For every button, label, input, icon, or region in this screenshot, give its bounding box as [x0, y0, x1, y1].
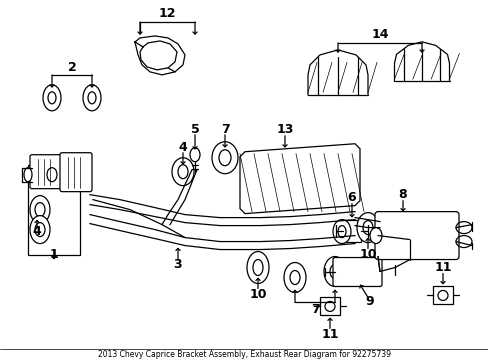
- Ellipse shape: [284, 262, 305, 292]
- Text: 4: 4: [178, 141, 187, 154]
- Text: 5: 5: [190, 123, 199, 136]
- Ellipse shape: [324, 257, 346, 287]
- Ellipse shape: [83, 85, 101, 111]
- Bar: [342, 220, 360, 242]
- Ellipse shape: [212, 142, 238, 174]
- Text: 2013 Chevy Caprice Bracket Assembly, Exhaust Rear Diagram for 92275739: 2013 Chevy Caprice Bracket Assembly, Exh…: [97, 350, 390, 359]
- FancyBboxPatch shape: [374, 212, 458, 260]
- Ellipse shape: [356, 213, 378, 243]
- Text: 12: 12: [158, 8, 175, 21]
- Ellipse shape: [30, 216, 50, 244]
- Ellipse shape: [172, 158, 194, 186]
- Bar: [28, 165, 80, 255]
- FancyBboxPatch shape: [60, 153, 92, 192]
- Text: 13: 13: [276, 123, 293, 136]
- Ellipse shape: [332, 220, 350, 244]
- Text: 4: 4: [33, 225, 41, 238]
- Bar: [432, 287, 452, 305]
- Text: 1: 1: [49, 248, 58, 261]
- Bar: [319, 297, 339, 315]
- Text: 11: 11: [433, 261, 451, 274]
- Ellipse shape: [246, 252, 268, 283]
- Text: 10: 10: [359, 248, 376, 261]
- Ellipse shape: [369, 228, 381, 244]
- Text: 2: 2: [67, 61, 76, 75]
- Ellipse shape: [30, 195, 50, 224]
- Text: 8: 8: [398, 188, 407, 201]
- Ellipse shape: [190, 148, 200, 162]
- Ellipse shape: [47, 168, 57, 182]
- Text: 11: 11: [321, 328, 338, 341]
- Text: 9: 9: [365, 295, 373, 308]
- FancyBboxPatch shape: [30, 155, 62, 189]
- Polygon shape: [240, 144, 359, 213]
- Text: 3: 3: [173, 258, 182, 271]
- Ellipse shape: [24, 168, 32, 182]
- Text: 6: 6: [347, 191, 356, 204]
- FancyBboxPatch shape: [332, 257, 381, 287]
- Ellipse shape: [43, 85, 61, 111]
- Text: 14: 14: [370, 28, 388, 41]
- Text: 7: 7: [220, 123, 229, 136]
- Text: 10: 10: [249, 288, 266, 301]
- Text: 7: 7: [310, 303, 319, 316]
